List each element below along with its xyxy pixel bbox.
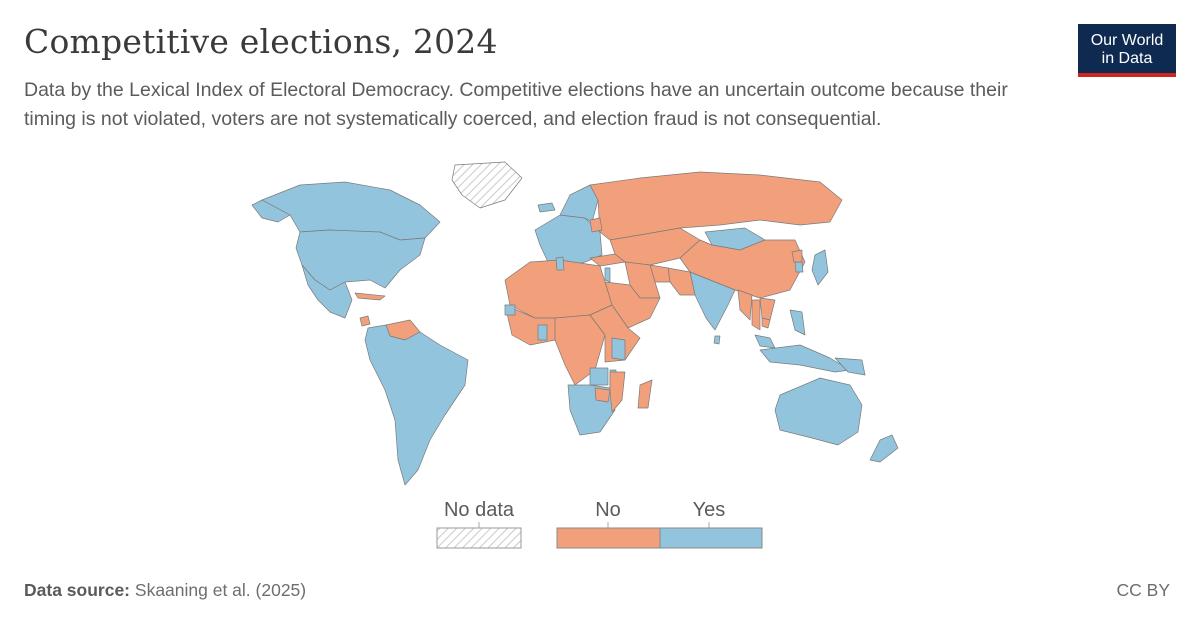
license-label[interactable]: CC BY (1116, 580, 1170, 600)
legend-yes-swatch (659, 527, 763, 549)
region-sri-lanka[interactable] (713, 335, 721, 345)
region-east-africa[interactable] (589, 304, 641, 363)
region-japan[interactable] (811, 249, 829, 286)
legend: No data No Yes (436, 499, 763, 549)
region-ghana[interactable] (537, 324, 548, 341)
region-zimbabwe[interactable] (594, 387, 611, 403)
region-iceland[interactable] (537, 202, 556, 213)
chart-title: Competitive elections, 2024 (24, 22, 498, 61)
legend-no-swatch (556, 527, 661, 549)
region-vietnam[interactable] (759, 297, 776, 321)
region-madagascar[interactable] (637, 379, 653, 409)
region-israel[interactable] (604, 267, 611, 283)
region-tunisia[interactable] (555, 256, 565, 271)
region-senegal[interactable] (504, 304, 516, 316)
region-nicaragua[interactable] (359, 315, 371, 327)
region-myanmar[interactable] (737, 289, 753, 321)
source-text[interactable]: Skaaning et al. (2025) (134, 580, 307, 600)
logo-line-2: in Data (1101, 50, 1153, 67)
region-greenland[interactable] (451, 161, 523, 209)
region-australia[interactable] (774, 377, 863, 446)
logo-line-1: Our World (1090, 32, 1164, 49)
legend-no-label: No (595, 499, 621, 521)
region-belarus[interactable] (589, 217, 603, 233)
region-malaysia[interactable] (754, 334, 776, 349)
region-cuba[interactable] (354, 292, 386, 301)
legend-no-data-label: No data (444, 499, 515, 521)
region-mozambique[interactable] (609, 371, 626, 413)
region-russia[interactable] (589, 171, 843, 241)
region-south-america-rest[interactable] (364, 324, 469, 486)
region-new-zealand[interactable] (869, 434, 899, 463)
region-kenya[interactable] (611, 337, 626, 361)
chart-subtitle: Data by the Lexical Index of Electoral D… (24, 79, 1008, 130)
region-north-korea[interactable] (791, 249, 803, 263)
region-indonesia[interactable] (759, 344, 851, 373)
region-thailand[interactable] (751, 299, 761, 331)
legend-yes-label: Yes (693, 499, 726, 521)
region-south-korea[interactable] (794, 261, 804, 273)
owid-logo[interactable]: Our World in Data (1078, 24, 1176, 77)
legend-no-data-swatch (436, 527, 522, 549)
region-papua-new-guinea[interactable] (834, 357, 866, 376)
footer-source: Data source: Skaaning et al. (2025) (24, 580, 306, 601)
region-alaska[interactable] (251, 199, 291, 223)
region-cambodia[interactable] (761, 317, 771, 329)
region-mexico[interactable] (301, 264, 353, 319)
source-label: Data source: (24, 580, 131, 600)
region-philippines[interactable] (789, 309, 806, 336)
region-zambia[interactable] (589, 367, 609, 386)
region-india[interactable] (689, 271, 736, 331)
